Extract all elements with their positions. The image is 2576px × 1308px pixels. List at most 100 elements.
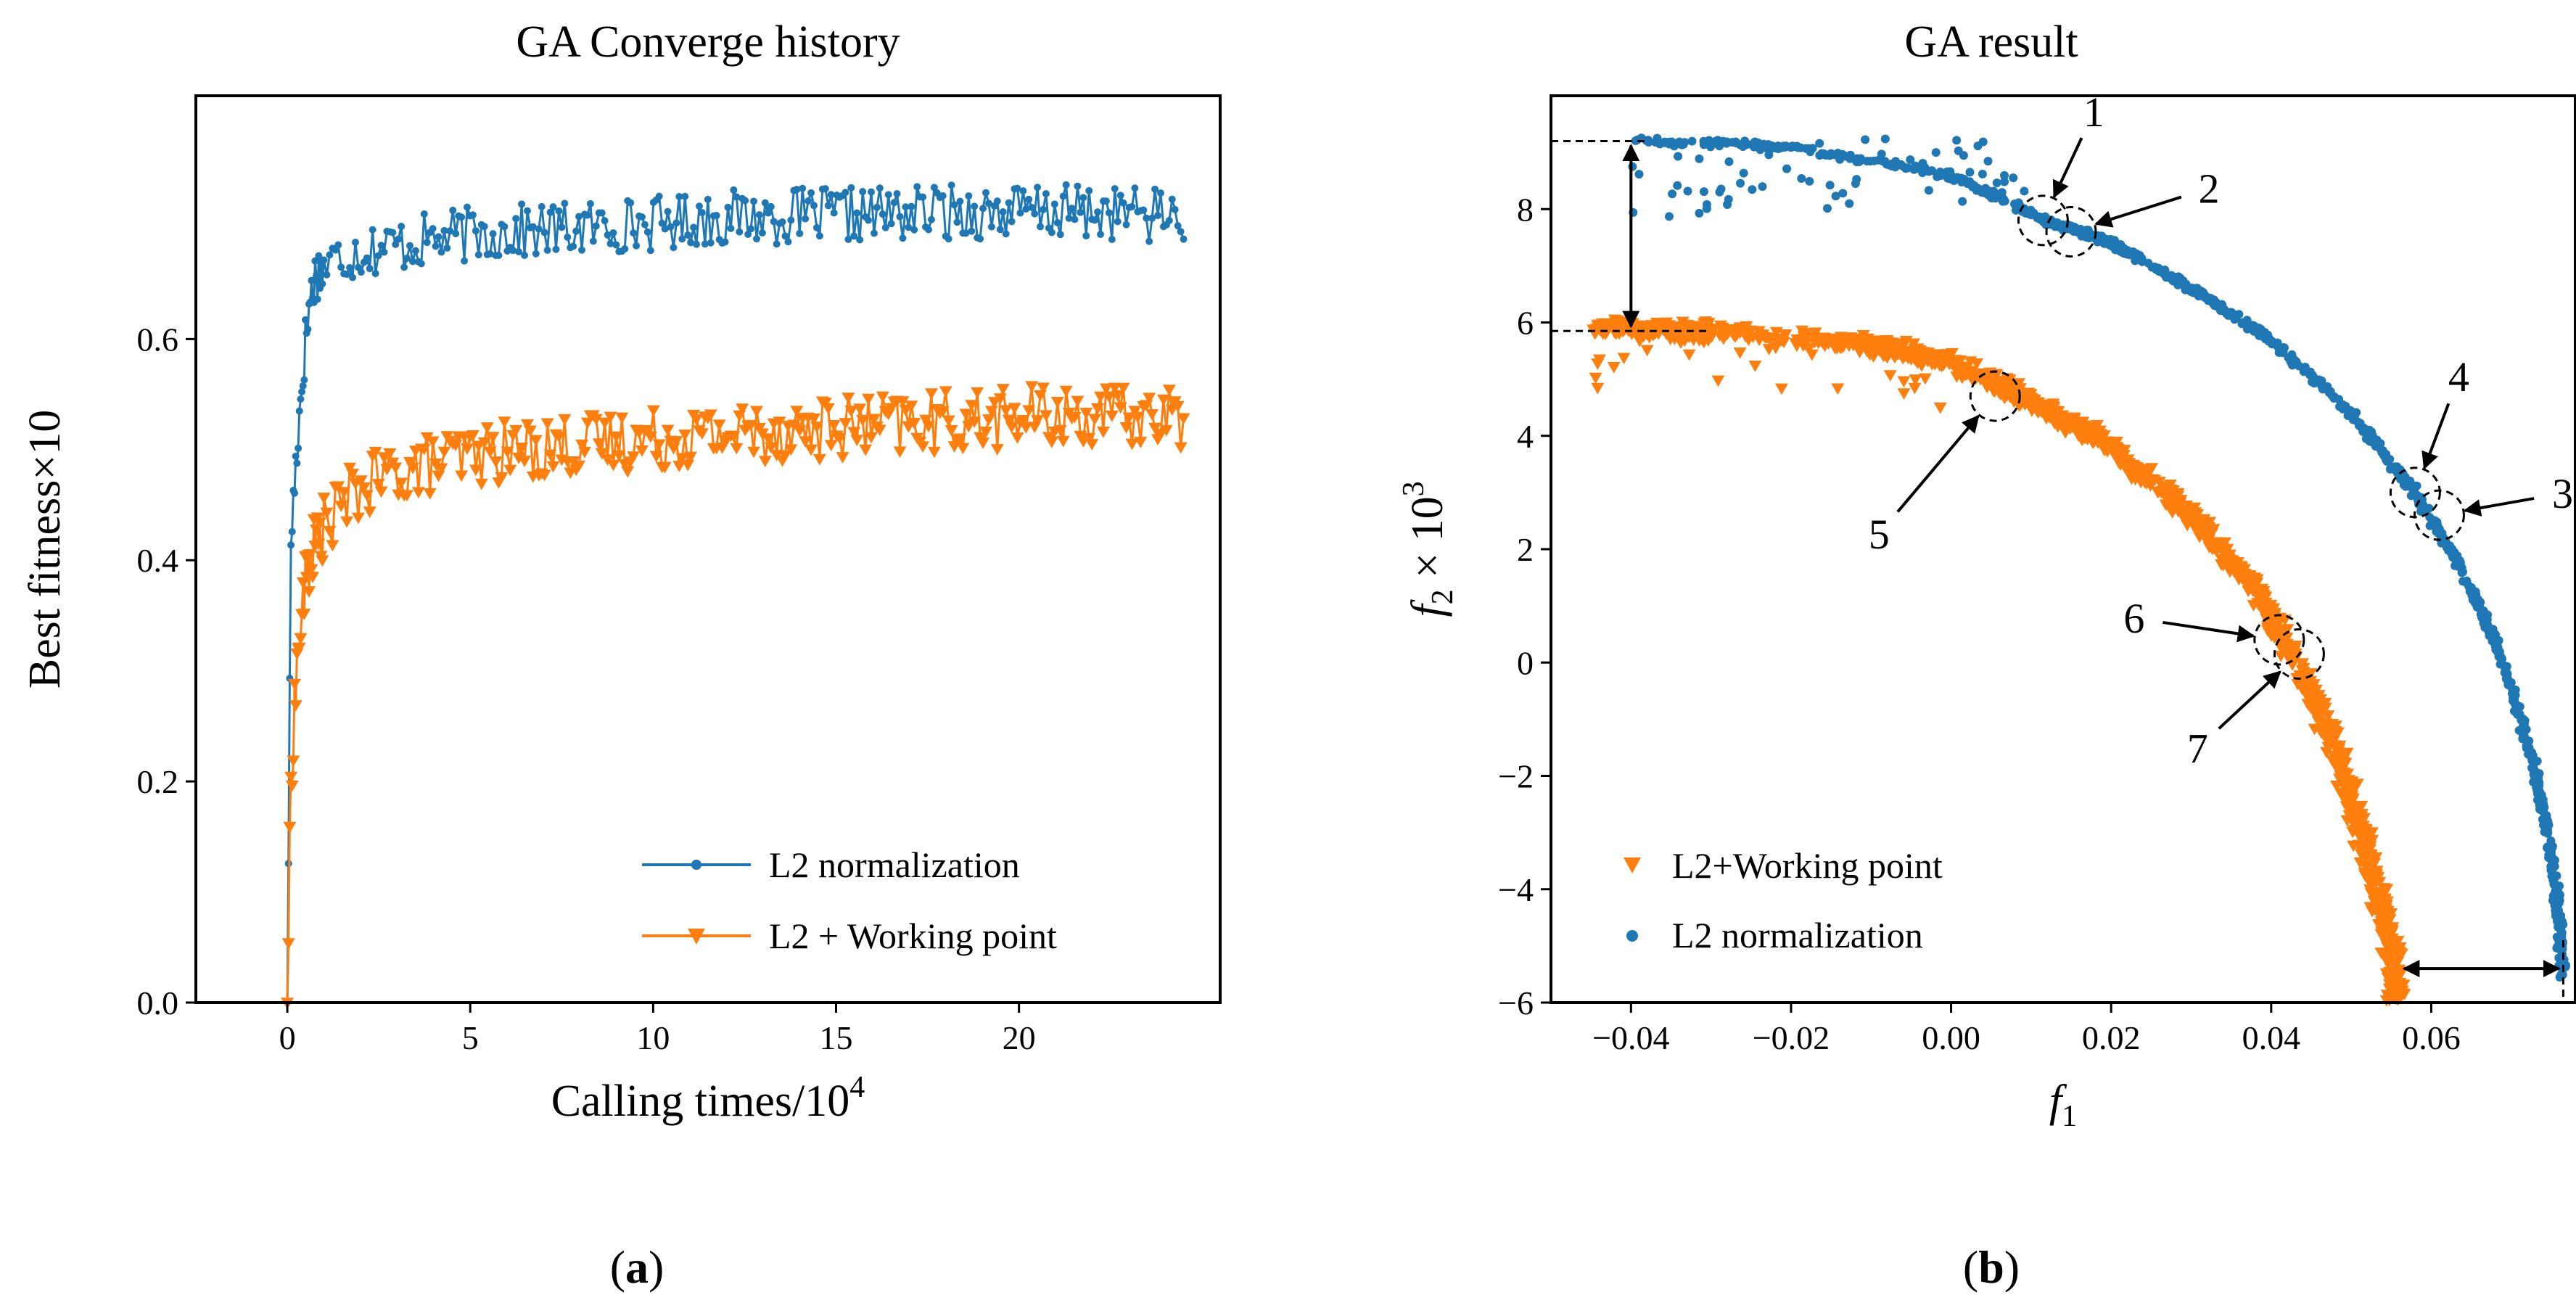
data-point: [1631, 136, 1640, 145]
data-point: [1053, 219, 1061, 227]
data-point: [1653, 133, 1662, 143]
data-point: [495, 252, 503, 260]
data-point: [893, 446, 907, 458]
chart-a-caption: (a): [610, 1241, 664, 1293]
data-point: [469, 211, 477, 219]
data-point: [1931, 148, 1941, 157]
x-tick-label: 15: [820, 1019, 853, 1056]
data-point: [572, 460, 586, 472]
data-point: [366, 265, 374, 273]
data-point: [2328, 750, 2342, 762]
data-point: [1879, 157, 1888, 166]
data-point: [2250, 326, 2259, 336]
data-point: [540, 229, 548, 236]
data-point: [1756, 145, 1765, 155]
data-point: [2491, 634, 2501, 643]
data-point: [1673, 181, 1682, 190]
data-point: [1752, 326, 1766, 338]
data-point: [334, 241, 342, 249]
legend-label-l2-normalization: L2 normalization: [769, 844, 1020, 885]
data-point: [2070, 225, 2079, 234]
data-point: [1862, 157, 1872, 166]
data-point: [1156, 189, 1164, 197]
data-point: [856, 414, 870, 427]
data-point: [764, 442, 778, 454]
data-point: [736, 228, 744, 236]
data-point: [304, 325, 312, 333]
data-point: [2356, 834, 2370, 845]
data-point: [612, 450, 626, 462]
data-point: [300, 376, 308, 384]
data-point: [982, 189, 990, 197]
data-point: [899, 234, 907, 242]
data-point: [1674, 152, 1683, 161]
data-point: [2350, 812, 2364, 824]
data-point: [1991, 386, 2005, 398]
data-point: [2512, 707, 2522, 717]
data-point: [1644, 138, 1653, 147]
data-point: [288, 527, 296, 535]
data-point: [621, 245, 629, 253]
data-point: [1714, 137, 1724, 147]
data-point: [2519, 722, 2528, 731]
data-point: [1983, 157, 1993, 166]
annotation-6: 6: [2123, 595, 2305, 666]
data-point: [298, 387, 306, 395]
data-point: [2028, 208, 2037, 218]
chart-b-title: GA result: [1904, 17, 2078, 67]
data-point: [684, 231, 692, 239]
data-point: [601, 217, 609, 225]
data-point: [864, 432, 878, 444]
data-point: [2504, 680, 2514, 690]
data-point: [965, 192, 973, 200]
data-point: [802, 215, 810, 223]
data-point: [2003, 381, 2017, 393]
data-point: [408, 258, 416, 266]
x-tick-label: 20: [1003, 1019, 1036, 1056]
data-point: [1589, 326, 1602, 337]
series-line: [286, 184, 1185, 1003]
data-point: [1876, 335, 1890, 347]
data-point: [853, 403, 867, 416]
data-point: [2359, 823, 2373, 836]
data-point: [724, 203, 732, 211]
chart-a-title: GA Converge history: [516, 17, 900, 67]
data-point: [930, 184, 938, 192]
data-point: [2281, 653, 2295, 665]
data-point: [313, 271, 321, 279]
data-point: [449, 440, 463, 452]
data-point: [1180, 235, 1188, 243]
data-point: [2154, 263, 2163, 273]
data-point: [1748, 361, 1762, 372]
data-point: [793, 186, 801, 194]
data-point: [950, 201, 958, 209]
data-point: [395, 235, 403, 243]
data-point: [1758, 182, 1767, 192]
data-point: [377, 242, 385, 250]
data-point: [2384, 992, 2398, 1005]
data-point: [649, 451, 663, 463]
data-point: [1005, 199, 1013, 207]
x-tick-label: 0: [279, 1019, 296, 1056]
data-point: [2439, 533, 2448, 543]
data-point: [1877, 149, 1886, 159]
data-point: [747, 446, 761, 458]
data-point: [495, 472, 509, 484]
data-point: [2031, 407, 2045, 419]
data-point: [971, 202, 979, 210]
data-point: [1851, 179, 1860, 189]
data-point: [993, 393, 1007, 406]
data-point: [919, 414, 933, 427]
data-point: [332, 481, 345, 493]
series-l2-normalization: [284, 181, 1188, 1006]
data-point: [971, 387, 984, 399]
data-point: [369, 226, 376, 234]
data-point: [1114, 402, 1127, 414]
data-point: [2191, 509, 2205, 521]
data-point: [2259, 597, 2273, 609]
data-point: [2277, 348, 2287, 358]
data-point: [1918, 373, 1932, 385]
data-point: [773, 416, 786, 429]
data-point: [1795, 325, 1809, 337]
data-point: [1105, 411, 1119, 422]
